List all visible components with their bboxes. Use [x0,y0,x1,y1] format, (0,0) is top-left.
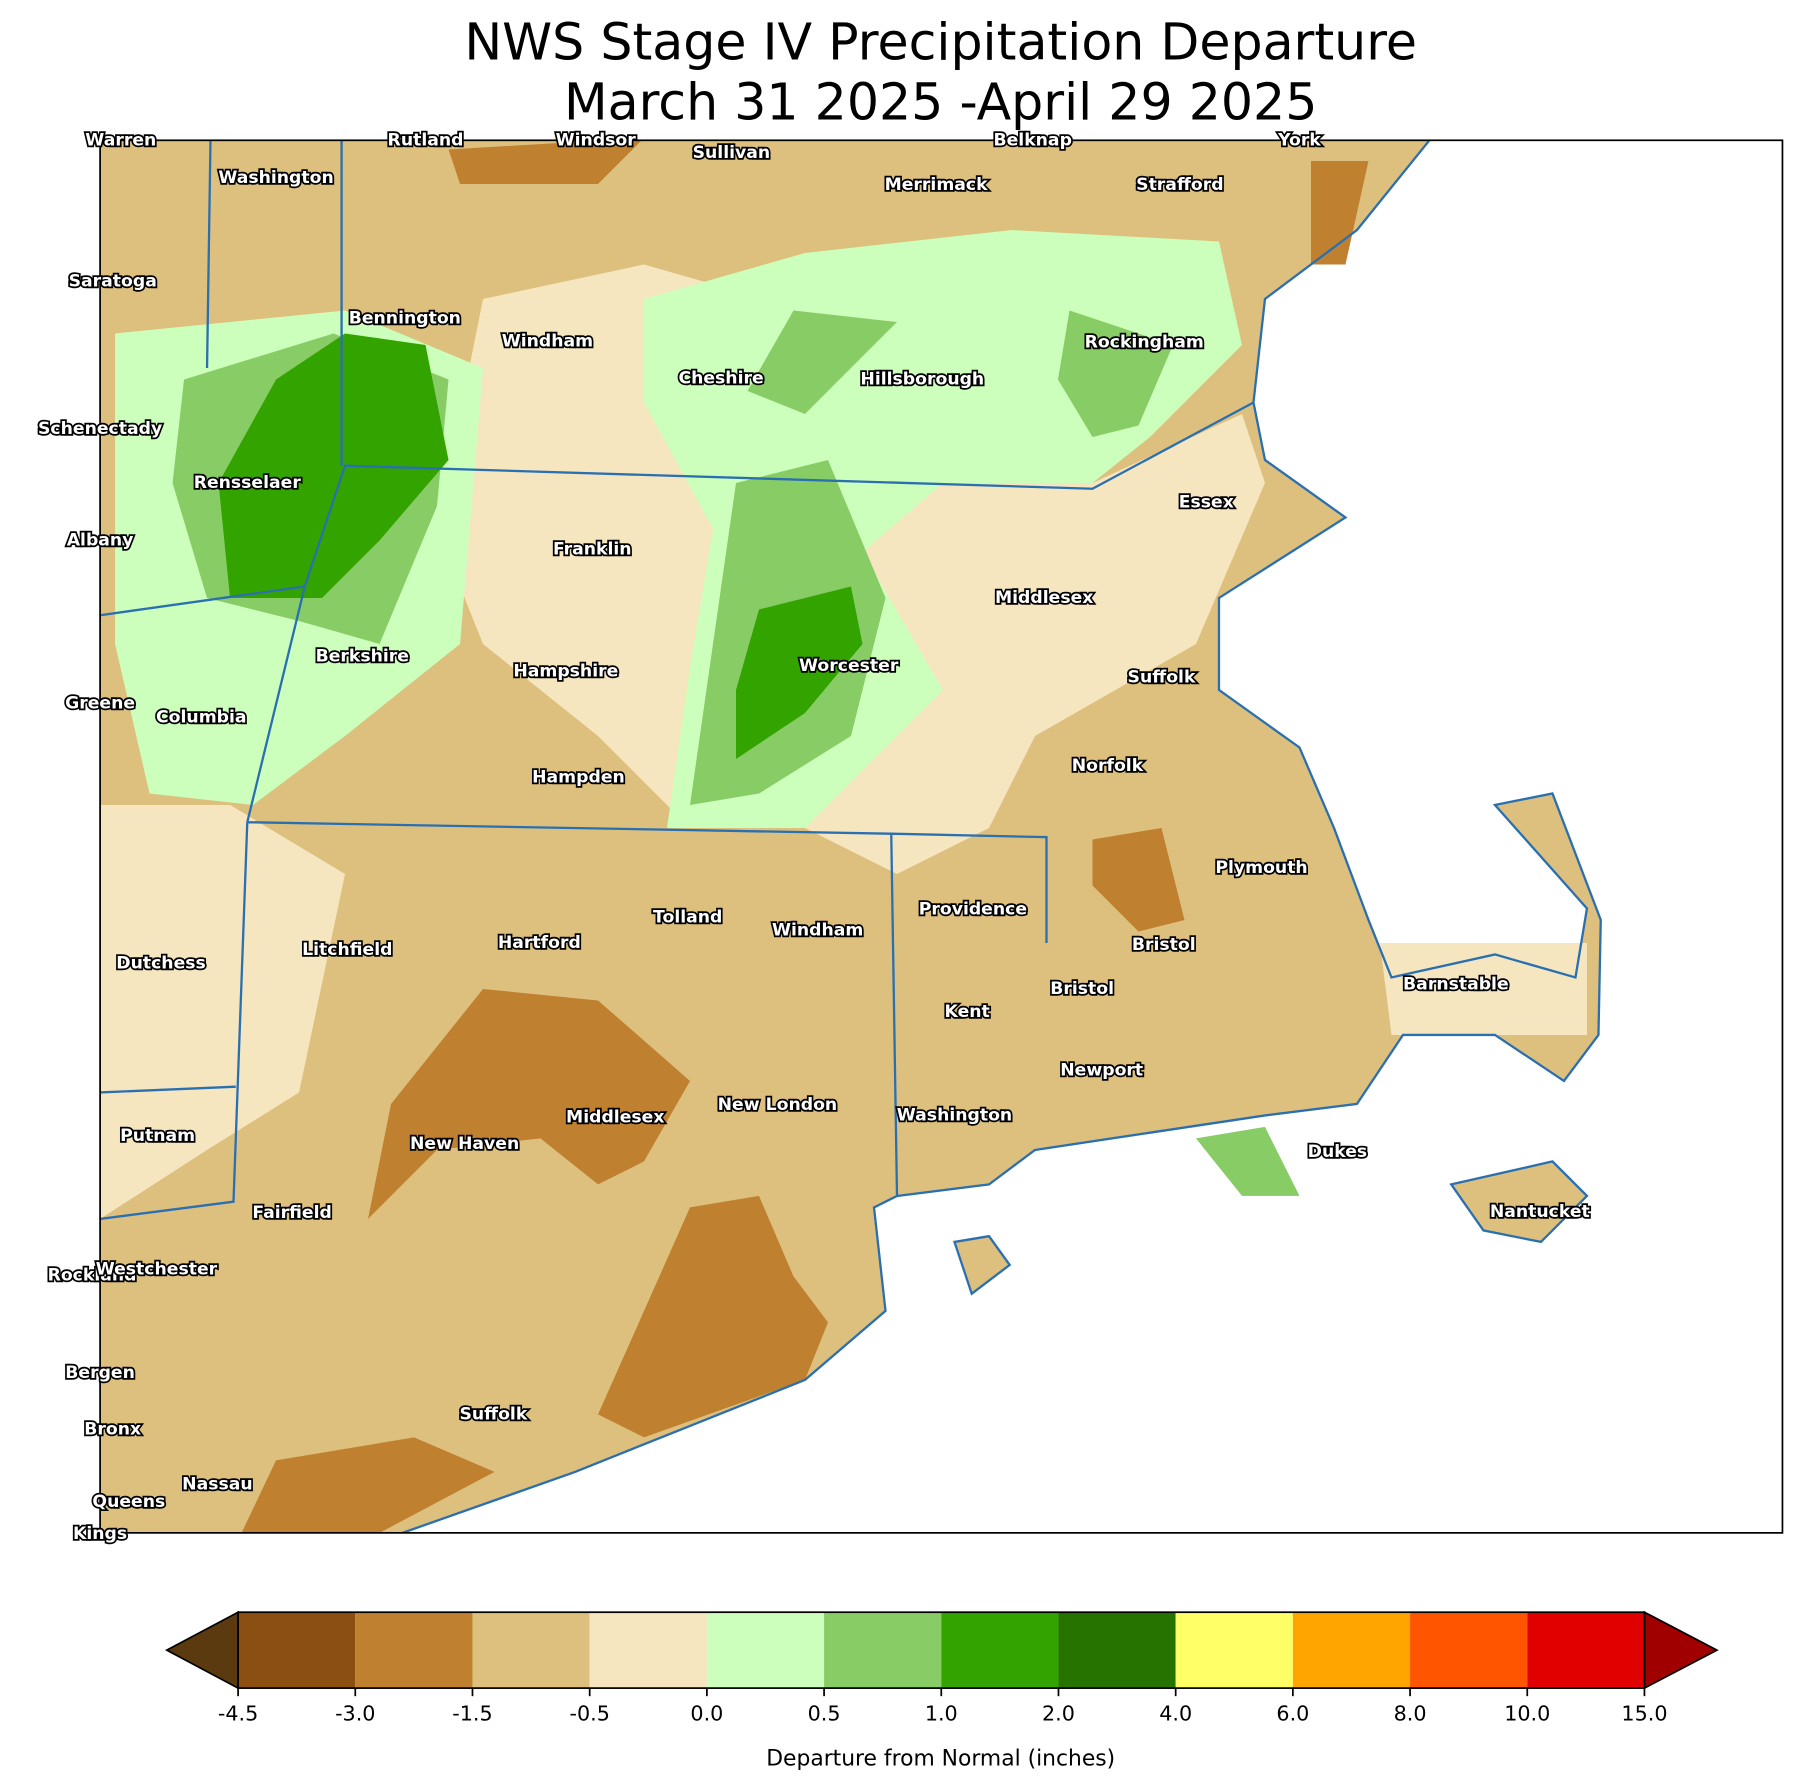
colorbar-tick-label: 0.0 [690,1702,723,1726]
county-label: Barnstable [1403,974,1509,994]
title-line: March 31 2025 -April 29 2025 [564,72,1317,131]
county-label: Albany [67,530,134,550]
county-label: Cheshire [678,368,763,388]
colorbar-segment [1410,1612,1528,1689]
county-label: Windham [502,332,593,352]
county-label: Hartford [498,933,581,953]
county-label: Berkshire [316,647,409,667]
state-border [100,140,1255,1221]
county-label: Greene [65,694,135,714]
county-label: Sullivan [693,143,771,163]
county-label: Bronx [84,1419,141,1439]
dark-green-area [218,333,863,759]
county-label: Litchfield [302,940,392,960]
county-label: Rockingham [1085,333,1204,353]
county-label: Windham [772,920,863,940]
county-label: Tolland [653,908,722,928]
county-label: York [1277,130,1321,150]
colorbar-extend-under [164,1610,239,1690]
county-label: Rockland [48,1265,137,1285]
county-label: Queens [92,1492,165,1512]
county-label: Hampden [532,767,625,787]
colorbar-segment [238,1612,356,1689]
county-label: Washington [218,168,333,188]
county-label: Rensselaer [194,473,302,493]
colorbar-segment [1175,1612,1293,1689]
green-area [690,310,1300,1196]
light-tan-area [100,804,1587,1219]
county-label: Putnam [120,1126,195,1146]
coast-line [402,140,1602,1533]
county-label: Strafford [1136,175,1223,195]
colorbar-extend-over [1643,1610,1719,1690]
county-label: Newport [1060,1061,1143,1081]
county-label: Nantucket [1490,1202,1590,1222]
county-label: Kings [73,1524,127,1544]
colorbar-segment [1292,1612,1411,1689]
county-label: New London [718,1095,838,1115]
colorbar-tick-label: 10.0 [1504,1702,1550,1726]
county-label: Merrimack [885,175,989,195]
colorbar-segment [589,1612,707,1689]
county-label: Suffolk [1128,667,1196,687]
colorbar-tick-label: 1.0 [925,1702,958,1726]
colorbar-segment [472,1612,590,1689]
brown-area [241,140,1369,1533]
county-label: Middlesex [566,1108,664,1128]
county-label: Nassau [182,1475,252,1495]
county-label: Columbia [156,708,247,728]
county-label: Plymouth [1215,858,1307,878]
map-frame [99,139,1784,1534]
county-label: Bristol [1132,935,1196,955]
county-label: Bennington [349,309,461,329]
map [100,140,1602,1533]
county-label: Hampshire [513,662,618,682]
county-label: Westchester [96,1260,218,1280]
colorbar-segment [1527,1612,1645,1689]
colorbar-label: Departure from Normal (inches) [766,1746,1115,1771]
county-label: Worcester [799,656,899,676]
county-label: Suffolk [459,1404,527,1424]
county-label: Dukes [1308,1142,1368,1162]
county-label: Fairfield [252,1203,332,1223]
county-label: New Haven [410,1134,519,1154]
title-line: NWS Stage IV Precipitation Departure [464,12,1417,71]
colorbar-segment [824,1612,942,1689]
county-label: Middlesex [995,588,1093,608]
colorbar-tick-label: 2.0 [1042,1702,1075,1726]
county-label: Windsor [556,130,637,150]
colorbar-tick-label: 4.0 [1159,1702,1192,1726]
colorbar-tick-label: -1.5 [452,1702,492,1726]
county-label: Kent [945,1002,990,1022]
county-label: Hillsborough [860,369,984,389]
county-label: Essex [1179,493,1234,513]
county-label: Warren [85,130,156,150]
county-label: Belknap [993,130,1071,150]
colorbar-tick-label: 6.0 [1276,1702,1309,1726]
colorbar-tick-label: 15.0 [1621,1702,1667,1726]
colorbar-segment [706,1612,825,1689]
county-label: Bergen [65,1363,135,1383]
island [952,1160,1589,1296]
colorbar-tick-label: -4.5 [218,1702,258,1726]
colorbar-segment [941,1612,1059,1689]
county-label: Dutchess [116,954,206,974]
county-label: Bristol [1050,979,1114,999]
colorbar-tick-label: 0.5 [808,1702,841,1726]
colorbar-tick-label: -3.0 [335,1702,375,1726]
county-label: Schenectady [38,419,162,439]
county-label: Saratoga [69,272,157,292]
colorbar-tick-label: 8.0 [1394,1702,1427,1726]
colorbar-tick-label: -0.5 [569,1702,609,1726]
colorbar-segment [1058,1612,1176,1689]
county-label: Washington [897,1105,1012,1125]
county-label: Franklin [553,540,632,560]
county-label: Rutland [388,130,464,150]
county-label: Norfolk [1072,756,1144,776]
colorbar-segment [355,1612,473,1689]
county-label: Providence [919,900,1027,920]
